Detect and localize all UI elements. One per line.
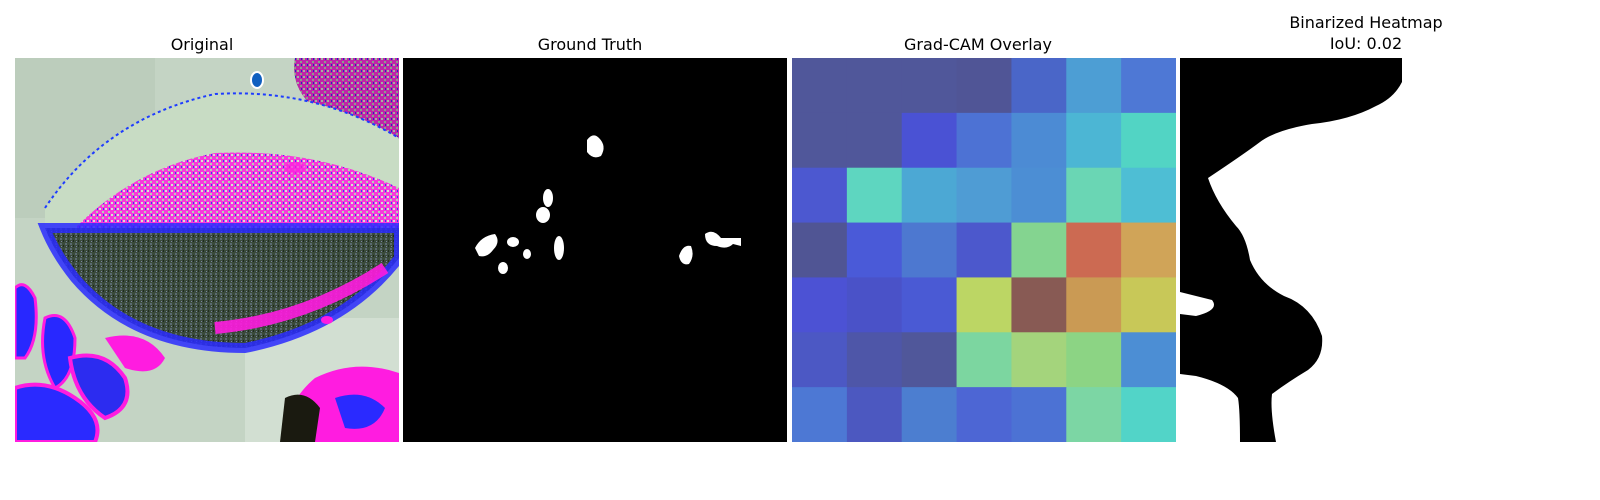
gradcam-cell — [846, 222, 903, 278]
gradcam-cell — [1121, 222, 1176, 278]
gradcam-cell — [1066, 222, 1122, 278]
original-leaf-picture — [15, 58, 399, 442]
gradcam-cell — [956, 222, 1012, 278]
gradcam-cell — [792, 222, 848, 278]
gradcam-cell — [1121, 387, 1176, 442]
gradcam-cell — [1121, 277, 1176, 333]
gradcam-cell — [792, 167, 848, 224]
gradcam-cell — [1121, 332, 1176, 388]
gradcam-cell — [1011, 167, 1067, 224]
gradcam-cell — [792, 112, 848, 169]
gradcam-cell — [846, 112, 903, 169]
panel-title-gradcam-overlay: Grad-CAM Overlay — [904, 35, 1052, 54]
gradcam-cell — [1121, 167, 1176, 224]
gradcam-cell — [956, 332, 1012, 388]
binarized-heatmap-picture — [1180, 58, 1564, 442]
gradcam-cell — [956, 58, 1012, 114]
gradcam-cell — [1011, 332, 1067, 388]
ground-truth-mask — [403, 58, 787, 442]
gradcam-cell — [956, 387, 1012, 442]
gradcam-cell — [1011, 112, 1067, 169]
gradcam-cell — [1011, 222, 1067, 278]
gradcam-cell — [846, 277, 903, 333]
gradcam-cell — [1066, 387, 1122, 442]
gradcam-cell — [956, 112, 1012, 169]
gradcam-cell — [1066, 277, 1122, 333]
gradcam-cell — [901, 277, 958, 333]
gradcam-cell — [1011, 58, 1067, 114]
gradcam-cell — [901, 222, 958, 278]
gradcam-overlay — [792, 58, 1176, 442]
gradcam-cell — [901, 167, 958, 224]
gradcam-cell — [1121, 112, 1176, 169]
panel-title-original: Original — [170, 35, 234, 54]
gradcam-cell — [1066, 112, 1122, 169]
gradcam-cell — [792, 277, 848, 333]
gradcam-cell — [1066, 332, 1122, 388]
gradcam-cell — [846, 167, 903, 224]
gradcam-cell — [792, 387, 848, 442]
binarized-heatmap — [1180, 58, 1564, 442]
original-image — [15, 58, 399, 442]
gradcam-heatmap-grid — [792, 58, 1176, 442]
panel-title-binarized-heatmap: Binarized Heatmap IoU: 0.02 — [1289, 13, 1443, 53]
gradcam-cell — [901, 112, 958, 169]
gradcam-cell — [1066, 167, 1122, 224]
gradcam-cell — [1011, 277, 1067, 333]
gradcam-cell — [901, 332, 958, 388]
gradcam-cell — [846, 58, 903, 114]
ground-truth-mask-picture — [403, 58, 787, 442]
gradcam-cell — [956, 167, 1012, 224]
gradcam-cell — [1011, 387, 1067, 442]
gradcam-cell — [1121, 58, 1176, 114]
gradcam-cell — [1066, 58, 1122, 114]
gradcam-cell — [846, 387, 903, 442]
panel-title-ground-truth: Ground Truth — [537, 35, 643, 54]
gradcam-cell — [792, 332, 848, 388]
gradcam-cell — [792, 58, 848, 114]
gradcam-cell — [846, 332, 903, 388]
gradcam-cell — [901, 387, 958, 442]
gradcam-cell — [901, 58, 958, 114]
gradcam-cell — [956, 277, 1012, 333]
